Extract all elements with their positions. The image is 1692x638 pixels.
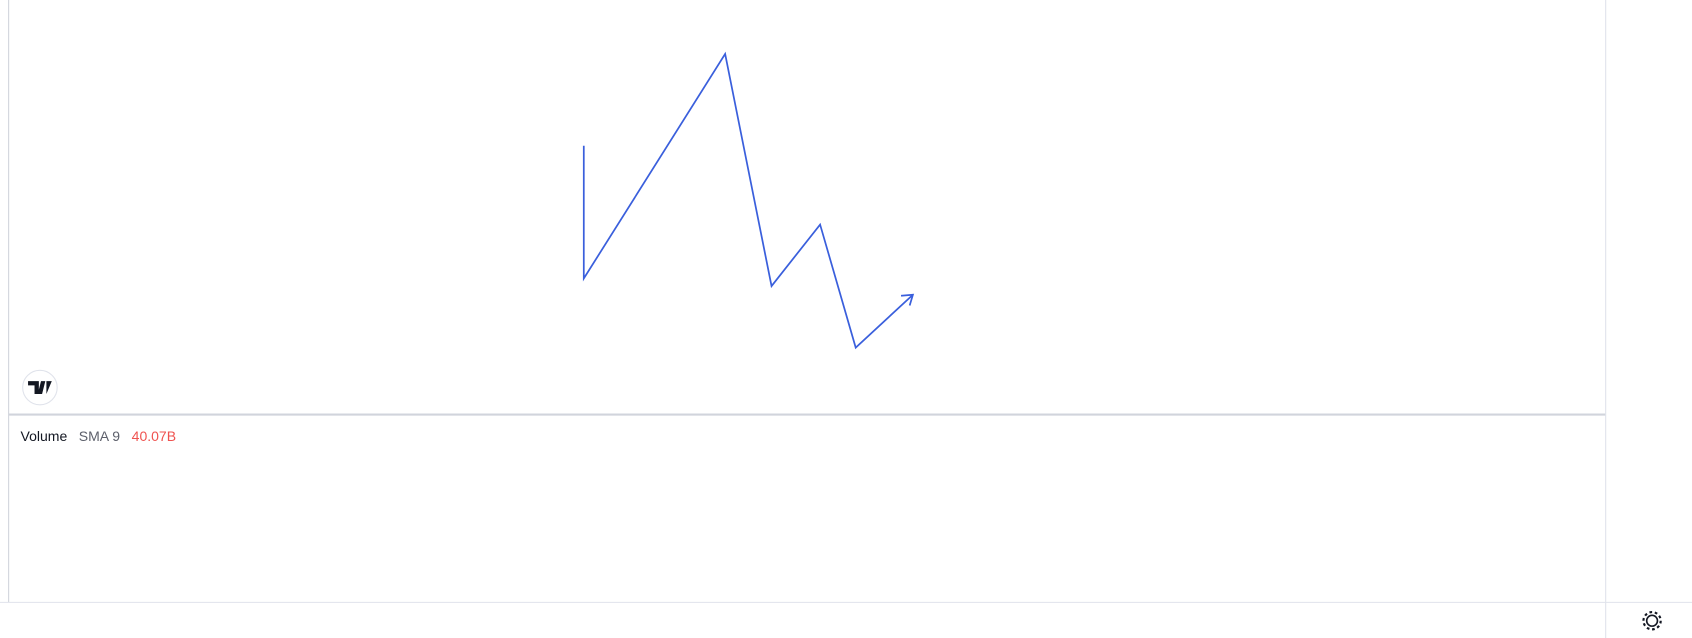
logo-mark bbox=[28, 381, 52, 395]
tv-logo bbox=[22, 369, 58, 406]
legend-sma: SMA 9 bbox=[79, 428, 120, 444]
settings-icon[interactable] bbox=[1642, 611, 1662, 631]
gear-teeth[interactable] bbox=[1642, 611, 1662, 631]
legend-sma-value: 40.07B bbox=[132, 428, 176, 444]
gear-ring[interactable] bbox=[1645, 614, 1659, 627]
trend-path bbox=[582, 51, 914, 350]
legend-volume: Volume bbox=[21, 428, 68, 444]
trend-drawing bbox=[582, 51, 915, 350]
volume-legend: Volume SMA 9 40.07B bbox=[21, 428, 177, 444]
arrow-head bbox=[900, 293, 915, 306]
